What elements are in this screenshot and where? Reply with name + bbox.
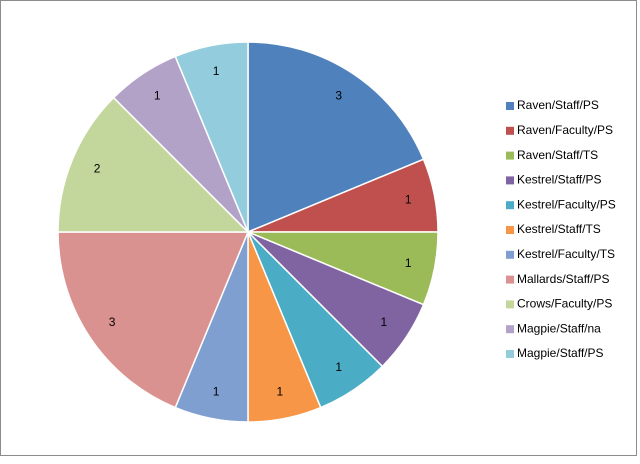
data-label: 1 xyxy=(405,192,412,206)
legend-label: Raven/Staff/PS xyxy=(517,98,599,112)
legend-label: Magpie/Staff/PS xyxy=(517,346,604,360)
legend-swatch xyxy=(506,201,514,210)
data-label: 3 xyxy=(335,88,342,102)
pie-slice xyxy=(57,96,250,233)
legend-label: Kestrel/Faculty/PS xyxy=(517,197,616,211)
legend-swatch xyxy=(506,275,514,284)
legend-swatch xyxy=(506,151,514,160)
legend-swatch xyxy=(506,250,514,259)
legend-label: Kestrel/Staff/PS xyxy=(517,173,602,187)
legend-label: Crows/Faculty/PS xyxy=(517,297,612,311)
data-label: 1 xyxy=(381,315,388,329)
legend-label: Mallards/Staff/PS xyxy=(517,272,609,286)
data-label: 1 xyxy=(213,384,220,398)
legend-label: Raven/Staff/TS xyxy=(517,148,598,162)
legend-label: Kestrel/Staff/TS xyxy=(517,222,601,236)
data-label: 1 xyxy=(405,256,412,270)
legend-swatch xyxy=(506,226,514,234)
legend-swatch xyxy=(506,176,514,185)
legend-swatch xyxy=(506,126,514,135)
data-label: 1 xyxy=(213,64,220,78)
legend-swatch xyxy=(506,300,514,309)
legend-swatch xyxy=(506,102,514,110)
data-label: 3 xyxy=(109,315,116,329)
pie-slice xyxy=(57,231,250,409)
data-label: 1 xyxy=(335,360,342,374)
legend-label: Magpie/Staff/na xyxy=(517,321,601,335)
legend-label: Raven/Faculty/PS xyxy=(517,123,613,137)
data-label: 1 xyxy=(154,88,161,102)
legend-swatch xyxy=(506,325,514,334)
pie-slice xyxy=(174,41,249,233)
legend-swatch xyxy=(506,350,514,358)
pie-slice xyxy=(247,41,425,234)
data-label: 2 xyxy=(94,162,101,176)
legend-label: Kestrel/Faculty/TS xyxy=(517,247,615,261)
data-label: 1 xyxy=(277,384,284,398)
